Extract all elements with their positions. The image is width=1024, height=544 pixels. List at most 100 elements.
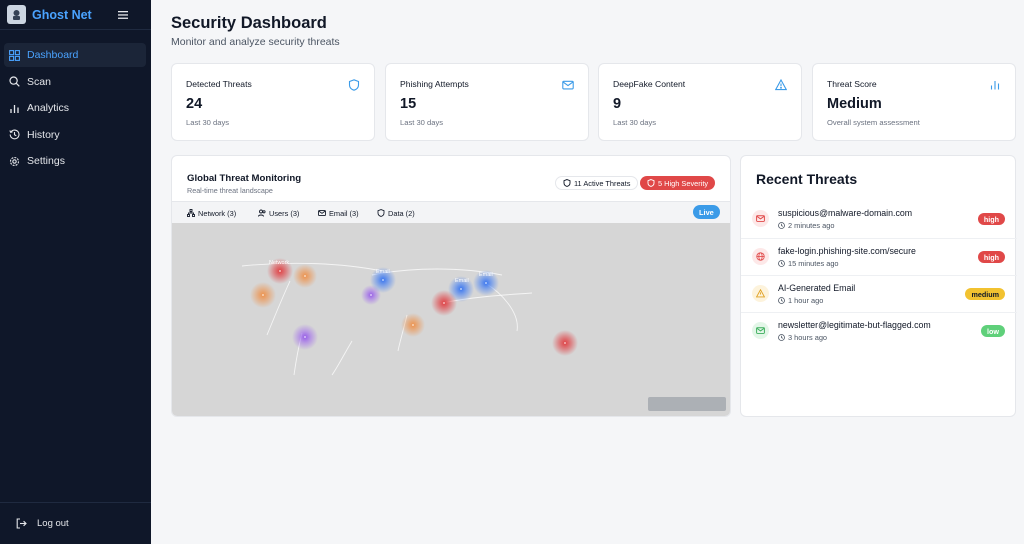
sidebar-item-label: History [27, 128, 60, 141]
threat-time: 1 hour ago [778, 296, 823, 305]
mail-icon [752, 210, 769, 227]
threat-row[interactable]: AI-Generated Email 1 hour ago medium [741, 275, 1017, 312]
severity-badge: medium [965, 288, 1005, 300]
threat-row[interactable]: suspicious@malware-domain.com 2 minutes … [741, 201, 1017, 238]
clock-icon [778, 334, 785, 341]
clock-icon [778, 260, 785, 267]
page-title: Security Dashboard [171, 14, 327, 32]
sidebar-item-label: Analytics [27, 102, 70, 114]
app-name: Ghost Net [32, 7, 92, 22]
threat-time-text: 1 hour ago [788, 296, 824, 305]
sidebar-nav: Dashboard Scan Analytics History Setting… [0, 30, 151, 173]
stat-card-deepfake-content: DeepFake Content 9 Last 30 days [598, 63, 802, 141]
stat-label: DeepFake Content [613, 79, 686, 89]
filter-email[interactable]: Email (3) [318, 207, 359, 219]
stat-label: Detected Threats [186, 79, 252, 89]
dashboard-icon [8, 49, 20, 61]
filter-data[interactable]: Data (2) [377, 207, 415, 219]
stat-card-detected-threats: Detected Threats 24 Last 30 days [171, 63, 375, 141]
filter-label: Network (3) [198, 208, 237, 218]
threat-name: newsletter@legitimate-but-flagged.com [778, 320, 931, 330]
sidebar-item-label: Dashboard [27, 49, 79, 61]
stat-note: Last 30 days [186, 118, 230, 127]
filter-label: Users (3) [269, 208, 300, 218]
sidebar-item-label: Settings [27, 155, 65, 167]
threat-time-text: 3 hours ago [788, 333, 828, 342]
map-subtitle: Real-time threat landscape [187, 186, 273, 195]
filter-label: Data (2) [388, 208, 415, 218]
shield-icon [348, 78, 360, 91]
threat-name: AI-Generated Email [778, 283, 856, 293]
mail-icon [562, 78, 574, 90]
severity-badge: low [981, 325, 1005, 337]
high-severity-badge: 5 High Severity [640, 176, 716, 190]
stat-note: Last 30 days [400, 118, 444, 127]
stat-card-phishing-attempts: Phishing Attempts 15 Last 30 days [385, 63, 589, 141]
stat-value: 9 [613, 96, 622, 112]
filter-network[interactable]: Network (3) [187, 207, 236, 219]
warning-icon [752, 285, 769, 302]
active-threats-badge: 11 Active Threats [555, 176, 639, 190]
active-threats-count: 11 Active Threats [574, 178, 631, 188]
filter-label: Email (3) [329, 208, 359, 218]
stat-note: Last 30 days [613, 118, 657, 127]
sidebar-item-history[interactable]: History [4, 123, 146, 147]
stat-value: 15 [400, 96, 417, 112]
menu-toggle-button[interactable] [115, 7, 131, 23]
threat-time: 3 hours ago [778, 333, 827, 342]
mail-icon [318, 209, 326, 217]
threat-time-text: 15 minutes ago [788, 259, 839, 268]
severity-badge: high [977, 213, 1005, 225]
threat-name: fake-login.phishing-site.com/secure [778, 246, 916, 256]
page-subtitle: Monitor and analyze security threats [171, 36, 340, 48]
map-filter-bar: Network (3) Users (3) Email (3) Data (2)… [172, 201, 730, 223]
stat-value: 24 [186, 96, 203, 112]
threat-map[interactable]: Network Email Email Email [172, 223, 730, 416]
shield-icon [647, 179, 655, 187]
global-threat-map-panel: Global Threat Monitoring Real-time threa… [171, 155, 731, 417]
users-icon [258, 209, 266, 217]
threat-markers [250, 258, 578, 356]
map-tooltip [648, 397, 726, 411]
filter-users[interactable]: Users (3) [258, 207, 299, 219]
hamburger-icon [118, 10, 128, 19]
stat-label: Threat Score [827, 79, 877, 89]
threat-time: 15 minutes ago [778, 259, 839, 268]
logout-button[interactable]: Log out [0, 502, 151, 544]
sidebar-item-scan[interactable]: Scan [4, 70, 146, 94]
logout-label: Log out [37, 518, 69, 529]
brand: Ghost Net [0, 0, 151, 30]
sidebar-item-settings[interactable]: Settings [4, 149, 146, 173]
stat-value: Medium [827, 96, 882, 112]
threat-time-text: 2 minutes ago [788, 221, 835, 230]
threat-row[interactable]: fake-login.phishing-site.com/secure 15 m… [741, 238, 1017, 275]
stat-note: Overall system assessment [827, 118, 920, 127]
logo-icon [7, 5, 26, 24]
warning-icon [774, 78, 788, 91]
sidebar-item-dashboard[interactable]: Dashboard [4, 43, 146, 67]
mail-icon [752, 322, 769, 339]
sidebar: Ghost Net Dashboard Scan Analytics [0, 0, 151, 544]
stat-card-threat-score: Threat Score Medium Overall system asses… [812, 63, 1016, 141]
marker-label-email: Email [376, 269, 390, 275]
threat-name: suspicious@malware-domain.com [778, 208, 913, 218]
marker-label-email: Email [455, 278, 469, 284]
globe-icon [752, 248, 769, 265]
gear-icon [8, 155, 20, 167]
sidebar-item-analytics[interactable]: Analytics [4, 96, 146, 120]
threat-row[interactable]: newsletter@legitimate-but-flagged.com 3 … [741, 312, 1017, 349]
threat-map-canvas: Network Email Email Email [241, 258, 578, 376]
clock-icon [778, 222, 785, 229]
shield-icon [563, 179, 571, 187]
network-icon [187, 209, 195, 217]
high-severity-count: 5 High Severity [658, 178, 709, 188]
search-icon [8, 76, 20, 88]
history-icon [8, 129, 20, 141]
live-indicator: Live [693, 205, 720, 219]
recent-threats-panel: Recent Threats suspicious@malware-domain… [740, 155, 1017, 417]
sidebar-item-label: Scan [27, 75, 51, 88]
bar-chart-icon [989, 78, 1001, 90]
severity-badge: high [977, 251, 1005, 263]
bar-chart-icon [8, 102, 20, 114]
shield-icon [377, 209, 385, 217]
